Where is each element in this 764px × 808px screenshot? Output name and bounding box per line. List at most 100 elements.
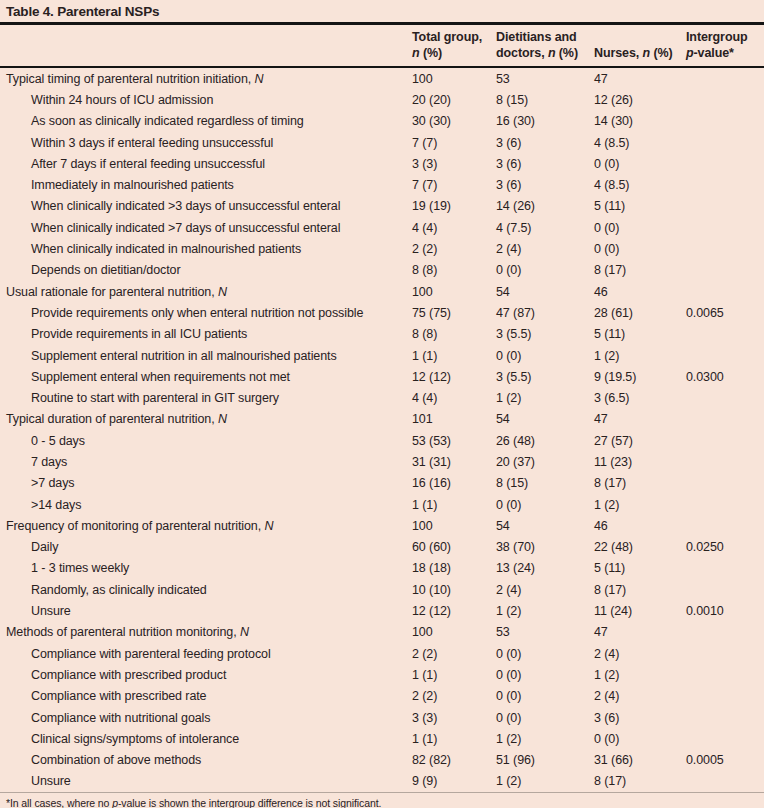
- nurses-value: 46: [594, 285, 686, 299]
- table-row: Clinical signs/symptoms of intolerance1 …: [0, 728, 764, 749]
- row-label: Methods of parenteral nutrition monitori…: [0, 625, 412, 639]
- table-row: When clinically indicated >3 days of uns…: [0, 196, 764, 217]
- dietitians-doctors-value: 3 (5.5): [496, 327, 594, 341]
- total-group-value: 3 (3): [412, 711, 496, 725]
- nurses-value: 22 (48): [594, 540, 686, 554]
- nurses-value: 4 (8.5): [594, 136, 686, 150]
- table-footnote: *In all cases, where no p-value is shown…: [0, 793, 764, 808]
- row-label: Compliance with prescribed product: [0, 668, 412, 682]
- table-row: When clinically indicated >7 days of uns…: [0, 217, 764, 238]
- total-group-value: 30 (30): [412, 114, 496, 128]
- table-row: Unsure9 (9)1 (2)8 (17): [0, 771, 764, 792]
- total-group-value: 1 (1): [412, 349, 496, 363]
- table-body: Typical timing of parenteral nutrition i…: [0, 68, 764, 792]
- nurses-value: 47: [594, 625, 686, 639]
- dietitians-doctors-value: 3 (6): [496, 136, 594, 150]
- row-label: Supplement enteral nutrition in all maln…: [0, 349, 412, 363]
- header-line: n (%): [412, 45, 496, 61]
- table-section-row: Typical duration of parenteral nutrition…: [0, 409, 764, 430]
- nurses-value: 28 (61): [594, 306, 686, 320]
- total-group-value: 7 (7): [412, 136, 496, 150]
- row-label: Clinical signs/symptoms of intolerance: [0, 732, 412, 746]
- row-label: 1 - 3 times weekly: [0, 561, 412, 575]
- total-group-value: 10 (10): [412, 583, 496, 597]
- nurses-value: 31 (66): [594, 753, 686, 767]
- dietitians-doctors-value: 54: [496, 519, 594, 533]
- table-row: When clinically indicated in malnourishe…: [0, 238, 764, 259]
- total-group-value: 9 (9): [412, 774, 496, 788]
- dietitians-doctors-value: 0 (0): [496, 349, 594, 363]
- total-group-value: 53 (53): [412, 434, 496, 448]
- total-group-value: 3 (3): [412, 157, 496, 171]
- table-row: Compliance with prescribed product1 (1)0…: [0, 664, 764, 685]
- dietitians-doctors-value: 54: [496, 412, 594, 426]
- nurses-value: 8 (17): [594, 263, 686, 277]
- total-group-value: 2 (2): [412, 689, 496, 703]
- row-label: Compliance with prescribed rate: [0, 689, 412, 703]
- table-row: Compliance with nutritional goals3 (3)0 …: [0, 707, 764, 728]
- row-label: Combination of above methods: [0, 753, 412, 767]
- row-label: Within 3 days if enteral feeding unsucce…: [0, 136, 412, 150]
- total-group-value: 2 (2): [412, 242, 496, 256]
- nurses-value: 8 (17): [594, 774, 686, 788]
- row-label: When clinically indicated >7 days of uns…: [0, 221, 412, 235]
- dietitians-doctors-value: 13 (24): [496, 561, 594, 575]
- table-row: Daily60 (60)38 (70)22 (48)0.0250: [0, 537, 764, 558]
- header-line: Dietitians and: [496, 29, 594, 45]
- table-row: Combination of above methods82 (82)51 (9…: [0, 750, 764, 771]
- table-row: >14 days1 (1)0 (0)1 (2): [0, 494, 764, 515]
- nurses-value: 8 (17): [594, 583, 686, 597]
- pvalue: 0.0300: [686, 370, 764, 384]
- dietitians-doctors-value: 51 (96): [496, 753, 594, 767]
- dietitians-doctors-value: 16 (30): [496, 114, 594, 128]
- row-label: Within 24 hours of ICU admission: [0, 93, 412, 107]
- dietitians-doctors-value: 53: [496, 625, 594, 639]
- row-label: Unsure: [0, 774, 412, 788]
- total-group-value: 7 (7): [412, 178, 496, 192]
- dietitians-doctors-value: 26 (48): [496, 434, 594, 448]
- dietitians-doctors-value: 0 (0): [496, 263, 594, 277]
- dietitians-doctors-value: 8 (15): [496, 93, 594, 107]
- row-label: Typical timing of parenteral nutrition i…: [0, 72, 412, 86]
- table-section-row: Typical timing of parenteral nutrition i…: [0, 68, 764, 89]
- total-group-value: 75 (75): [412, 306, 496, 320]
- nurses-value: 47: [594, 412, 686, 426]
- dietitians-doctors-value: 0 (0): [496, 647, 594, 661]
- total-group-value: 100: [412, 519, 496, 533]
- table-title: Table 4. Parenteral NSPs: [0, 0, 764, 22]
- row-label: Depends on dietitian/doctor: [0, 263, 412, 277]
- total-group-value: 19 (19): [412, 199, 496, 213]
- total-group-value: 2 (2): [412, 647, 496, 661]
- dietitians-doctors-value: 3 (6): [496, 157, 594, 171]
- nurses-value: 46: [594, 519, 686, 533]
- table-row: Provide requirements only when enteral n…: [0, 302, 764, 323]
- nurses-value: 3 (6): [594, 711, 686, 725]
- nurses-value: 0 (0): [594, 732, 686, 746]
- table-row: Randomly, as clinically indicated10 (10)…: [0, 579, 764, 600]
- header-line: doctors, n (%): [496, 45, 594, 61]
- col-header-nurses: Nurses, n (%): [594, 45, 686, 61]
- nurses-value: 5 (11): [594, 199, 686, 213]
- dietitians-doctors-value: 0 (0): [496, 498, 594, 512]
- dietitians-doctors-value: 54: [496, 285, 594, 299]
- table-section-row: Frequency of monitoring of parenteral nu…: [0, 515, 764, 536]
- row-label: >7 days: [0, 476, 412, 490]
- row-label: When clinically indicated in malnourishe…: [0, 242, 412, 256]
- dietitians-doctors-value: 3 (6): [496, 178, 594, 192]
- table-row: Within 24 hours of ICU admission20 (20)8…: [0, 89, 764, 110]
- row-label: Randomly, as clinically indicated: [0, 583, 412, 597]
- dietitians-doctors-value: 20 (37): [496, 455, 594, 469]
- nurses-value: 2 (4): [594, 689, 686, 703]
- table-row: 1 - 3 times weekly18 (18)13 (24)5 (11): [0, 558, 764, 579]
- dietitians-doctors-value: 0 (0): [496, 689, 594, 703]
- total-group-value: 60 (60): [412, 540, 496, 554]
- pvalue: 0.0005: [686, 753, 764, 767]
- row-label: >14 days: [0, 498, 412, 512]
- total-group-value: 100: [412, 625, 496, 639]
- nurses-value: 12 (26): [594, 93, 686, 107]
- total-group-value: 4 (4): [412, 221, 496, 235]
- dietitians-doctors-value: 4 (7.5): [496, 221, 594, 235]
- dietitians-doctors-value: 1 (2): [496, 604, 594, 618]
- row-label: Routine to start with parenteral in GIT …: [0, 391, 412, 405]
- nurses-value: 11 (23): [594, 455, 686, 469]
